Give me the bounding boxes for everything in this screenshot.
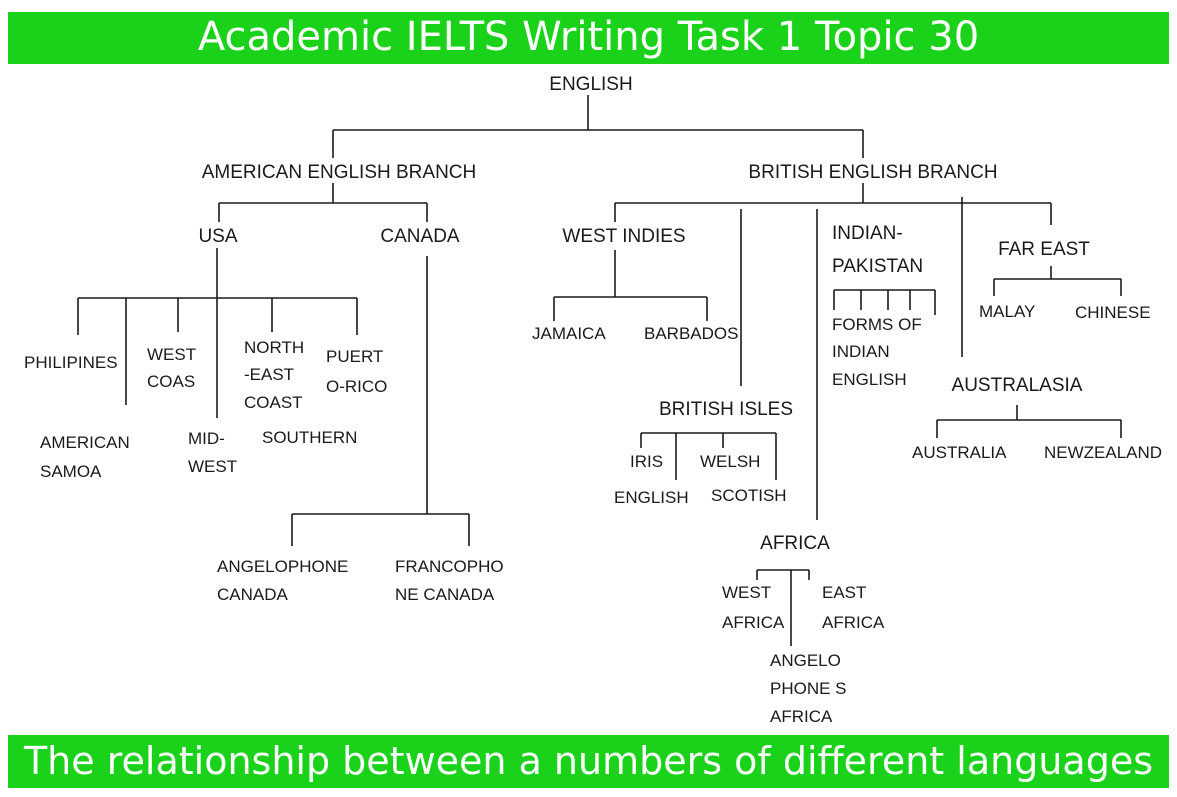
- node-philipines: PHILIPINES: [24, 353, 118, 372]
- page-title: Academic IELTS Writing Task 1 Topic 30: [197, 14, 980, 60]
- node-australia: AUSTRALIA: [912, 443, 1007, 462]
- node-american-samoa: AMERICAN SAMOA: [40, 433, 134, 481]
- node-english-leaf: ENGLISH: [614, 488, 689, 507]
- node-malay: MALAY: [979, 302, 1035, 321]
- node-southern: SOUTHERN: [262, 428, 357, 447]
- node-labels: ENGLISH AMERICAN ENGLISH BRANCH BRITISH …: [24, 74, 1162, 726]
- node-british-isles: BRITISH ISLES: [659, 399, 793, 420]
- node-welsh: WELSH: [700, 452, 760, 471]
- node-mid-west: MID- WEST: [188, 429, 237, 476]
- node-north-east-coast: NORTH -EAST COAST: [244, 338, 309, 412]
- node-american-english-branch: AMERICAN ENGLISH BRANCH: [202, 162, 477, 183]
- node-australasia: AUSTRALASIA: [952, 375, 1083, 396]
- node-west-coas: WEST COAS: [147, 345, 201, 391]
- node-west-africa: WEST AFRICA: [722, 583, 785, 632]
- connector-lines: [77, 95, 1122, 646]
- node-west-indies: WEST INDIES: [562, 226, 685, 247]
- node-newzealand: NEWZEALAND: [1044, 443, 1162, 462]
- caption-banner: The relationship between a numbers of di…: [8, 735, 1169, 788]
- node-barbados: BARBADOS: [644, 324, 738, 343]
- node-british-english-branch: BRITISH ENGLISH BRANCH: [748, 162, 997, 183]
- node-puerto-rico: PUERT O-RICO: [326, 347, 388, 396]
- node-usa: USA: [198, 226, 237, 247]
- node-indian-pakistan: INDIAN- PAKISTAN: [832, 223, 923, 277]
- node-scotish: SCOTISH: [711, 486, 787, 505]
- title-banner: Academic IELTS Writing Task 1 Topic 30: [8, 12, 1169, 64]
- node-angelophone-canada: ANGELOPHONE CANADA: [217, 557, 353, 604]
- page-caption: The relationship between a numbers of di…: [23, 739, 1154, 783]
- node-english: ENGLISH: [549, 74, 632, 95]
- node-east-africa: EAST AFRICA: [822, 583, 885, 632]
- node-far-east: FAR EAST: [998, 239, 1090, 260]
- node-canada: CANADA: [380, 226, 460, 247]
- node-angelophone-africa: ANGELO PHONE S AFRICA: [770, 651, 851, 726]
- node-forms-of-indian-english: FORMS OF INDIAN ENGLISH: [832, 315, 926, 389]
- node-chinese: CHINESE: [1075, 303, 1151, 322]
- node-africa: AFRICA: [760, 533, 830, 554]
- node-francophone-canada: FRANCOPHO NE CANADA: [395, 557, 508, 604]
- node-iris: IRIS: [630, 452, 663, 471]
- node-jamaica: JAMAICA: [532, 324, 606, 343]
